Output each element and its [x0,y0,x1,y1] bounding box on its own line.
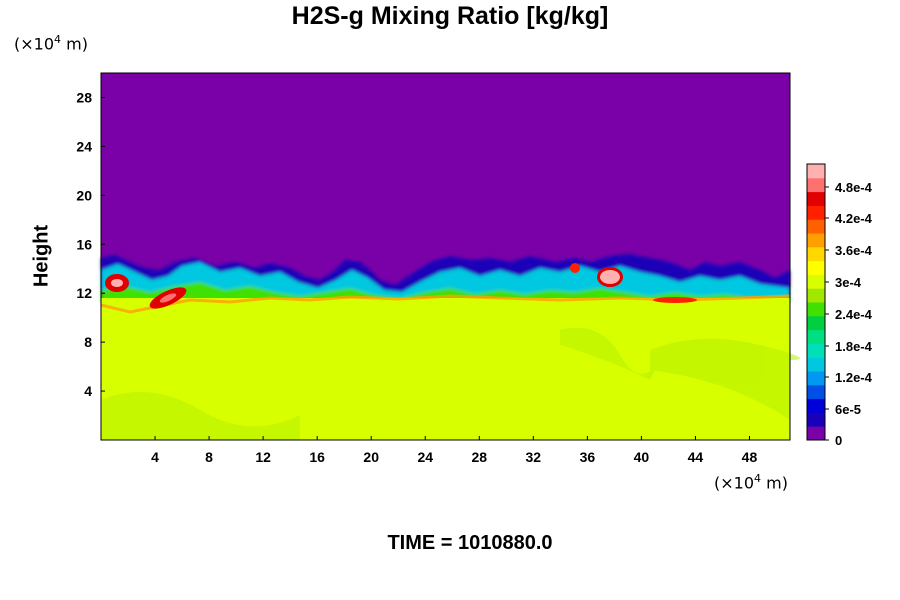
x-tick-label: 20 [363,449,379,465]
x-axis-unit: (×104 m) [714,472,788,493]
colorbar-swatch [807,246,825,262]
x-tick-label: 32 [526,449,542,465]
colorbar-swatch [807,288,825,303]
x-tick-label: 44 [688,449,704,465]
x-tick-label: 40 [634,449,650,465]
colorbar-label: 1.2e-4 [835,370,873,385]
colorbar-swatch [807,412,825,427]
x-tick-label: 12 [255,449,271,465]
colorbar-swatch [807,274,825,289]
x-tick-label: 48 [742,449,758,465]
lower-layer-variations [101,327,800,440]
y-tick-label: 12 [76,285,92,301]
colorbar-label: 4.8e-4 [835,180,873,195]
colorbar-swatch [807,315,825,331]
colorbar-swatch [807,398,825,413]
colorbar-label: 3e-4 [835,275,862,290]
colorbar-swatch [807,371,825,386]
y-axis-ticks: 4 8 12 16 20 24 28 [76,89,105,399]
x-tick-label: 4 [151,449,159,465]
colorbar-label: 4.2e-4 [835,211,873,226]
x-tick-label: 8 [205,449,213,465]
colorbar-swatch [807,205,825,220]
x-tick-label: 24 [417,449,433,465]
colorbar-swatch [807,343,825,358]
colorbar-swatch [807,302,825,317]
colorbar-swatch [807,164,825,179]
colorbar-label: 2.4e-4 [835,307,873,322]
x-axis-ticks: 4 8 12 16 20 24 28 32 36 40 44 48 [151,436,757,465]
colorbar-swatch [807,260,825,275]
colorbar-swatch [807,384,825,400]
x-tick-label: 16 [309,449,325,465]
colorbar-border [806,163,826,441]
time-label: TIME = 1010880.0 [387,532,553,554]
colorbar-swatch [807,219,825,234]
y-tick-label: 16 [76,236,92,252]
hot-spots [105,263,697,309]
colorbar-swatch [807,233,825,248]
y-tick-label: 8 [84,334,92,350]
x-tick-label: 36 [580,449,596,465]
colorbar-label: 6e-5 [835,402,861,417]
colorbar-swatch [807,177,825,193]
colorbar-swatch [807,426,825,441]
hot-spot-5 [653,297,697,303]
colorbar-label: 0 [835,433,842,448]
x-tick-label: 28 [471,449,487,465]
plot-area [100,72,800,441]
colorbar-label: 1.8e-4 [835,339,873,354]
y-tick-label: 28 [76,89,92,105]
plot-border [100,72,791,441]
y-tick-label: 24 [76,138,92,154]
colorbar-swatch [807,329,825,344]
colorbar-swatch [807,191,825,206]
y-axis-unit: (×104 m) [14,33,88,54]
interface-line [100,294,791,314]
y-tick-label: 4 [84,383,92,399]
y-tick-label: 20 [76,187,92,203]
chart-title: H2S-g Mixing Ratio [kg/kg] [291,2,609,30]
colorbar-label: 3.6e-4 [835,243,873,258]
colorbar-swatch [807,357,825,372]
colorbar: 0 6e-5 1.2e-4 1.8e-4 2.4e-4 3e-4 3.6e-4 4.2e-4 4… [806,163,873,448]
hot-spot-3 [570,263,580,273]
